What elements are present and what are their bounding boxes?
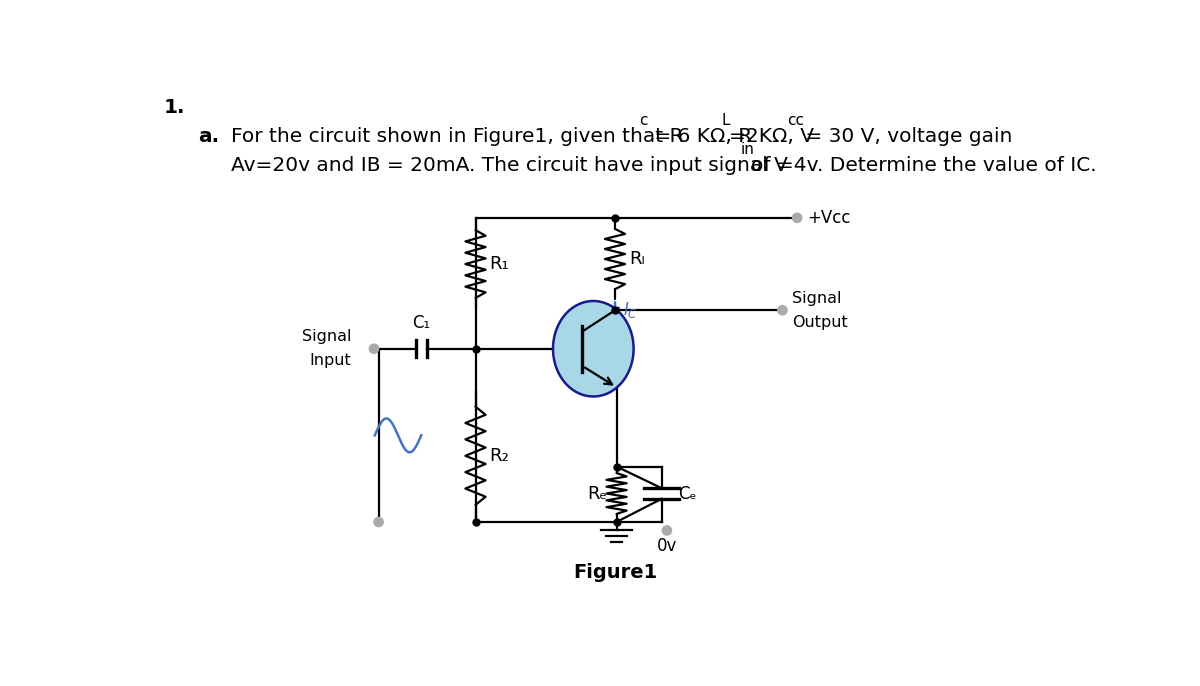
- Circle shape: [370, 344, 379, 353]
- Text: a.: a.: [198, 127, 220, 146]
- Circle shape: [792, 213, 802, 222]
- Text: 1.: 1.: [164, 99, 186, 117]
- Text: R₁: R₁: [490, 255, 509, 273]
- Text: Input: Input: [310, 353, 352, 368]
- Circle shape: [374, 517, 383, 527]
- Circle shape: [778, 306, 787, 315]
- Text: Cₑ: Cₑ: [678, 484, 697, 503]
- Text: C₁: C₁: [412, 314, 431, 332]
- Text: Av=20v and IB = 20mA. The circuit have input signal V: Av=20v and IB = 20mA. The circuit have i…: [232, 156, 788, 175]
- Text: $I_C$: $I_C$: [623, 300, 637, 320]
- Text: +Vcc: +Vcc: [808, 209, 851, 227]
- Text: Figure1: Figure1: [572, 563, 658, 582]
- Text: L: L: [721, 113, 730, 128]
- Text: of =4v. Determine the value of IC.: of =4v. Determine the value of IC.: [751, 156, 1097, 175]
- Text: Rₗ: Rₗ: [629, 250, 644, 268]
- Text: = 6 KΩ, R: = 6 KΩ, R: [648, 127, 751, 146]
- Text: Signal: Signal: [792, 291, 841, 306]
- Text: 0v: 0v: [656, 536, 677, 554]
- Text: Rₑ: Rₑ: [587, 484, 607, 503]
- Text: =2KΩ, V: =2KΩ, V: [728, 127, 814, 146]
- Ellipse shape: [553, 301, 634, 397]
- Text: Signal: Signal: [302, 329, 352, 344]
- Circle shape: [662, 526, 672, 535]
- Text: cc: cc: [787, 113, 804, 128]
- Text: Output: Output: [792, 315, 847, 330]
- Text: For the circuit shown in Figure1, given that R: For the circuit shown in Figure1, given …: [232, 127, 684, 146]
- Text: R₂: R₂: [490, 447, 509, 465]
- Text: in: in: [740, 142, 754, 157]
- Text: c: c: [638, 113, 647, 128]
- Text: = 30 V, voltage gain: = 30 V, voltage gain: [799, 127, 1013, 146]
